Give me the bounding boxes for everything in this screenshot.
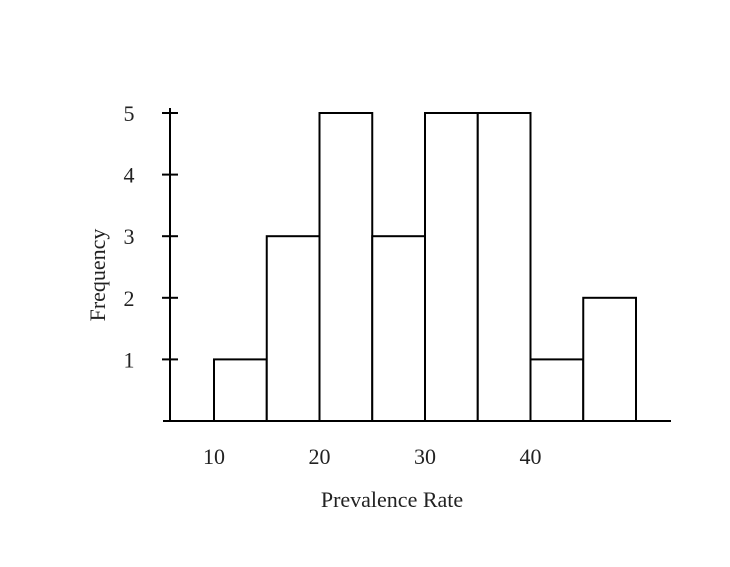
y-tick-label: 3 — [124, 224, 135, 249]
histogram-bar — [265, 235, 321, 422]
histogram-bar — [371, 235, 426, 422]
y-axis-ticks: 1 2 3 4 5 — [124, 101, 178, 372]
y-tick-label: 2 — [124, 286, 135, 311]
histogram-bar — [424, 112, 479, 422]
x-tick-label: 30 — [414, 444, 436, 469]
x-axis-title: Prevalence Rate — [321, 487, 463, 512]
histogram-bar — [213, 358, 268, 422]
y-axis-title: Frequency — [85, 229, 110, 322]
histogram-bar — [529, 358, 585, 422]
x-tick-label: 20 — [309, 444, 331, 469]
y-tick-label: 1 — [124, 347, 135, 372]
y-tick-label: 4 — [124, 163, 135, 188]
histogram-bar — [318, 112, 374, 422]
histogram-bar — [582, 296, 637, 422]
bars-group — [213, 112, 637, 422]
x-tick-label: 10 — [203, 444, 225, 469]
y-tick-label: 5 — [124, 101, 135, 126]
histogram-bar — [476, 112, 532, 422]
x-tick-label: 40 — [520, 444, 542, 469]
x-axis-ticks: 10 20 30 40 — [203, 444, 542, 469]
